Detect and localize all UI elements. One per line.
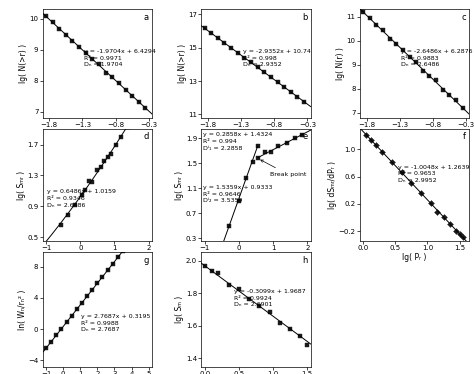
Text: y = -2.9352x + 10.74
R² = 0.998
Dₙ = 2.9352: y = -2.9352x + 10.74 R² = 0.998 Dₙ = 2.9… [243, 49, 311, 67]
Text: d: d [144, 132, 149, 141]
Y-axis label: lg( N(>r) ): lg( N(>r) ) [178, 44, 187, 83]
Y-axis label: lg( Sₘᵣ ): lg( Sₘᵣ ) [175, 171, 184, 200]
X-axis label: lg( r ): lg( r ) [404, 129, 425, 138]
Y-axis label: lg( Sₘᵣ ): lg( Sₘᵣ ) [17, 171, 26, 200]
X-axis label: lg( Pᵣ ): lg( Pᵣ ) [402, 253, 427, 262]
X-axis label: lg( Pᵣ ): lg( Pᵣ ) [85, 253, 109, 262]
Text: y = -2.6486x + 6.2876
R² = 0.9883
Dₙ = 2.6486: y = -2.6486x + 6.2876 R² = 0.9883 Dₙ = 2… [401, 49, 473, 67]
Text: e: e [302, 132, 307, 141]
Text: h: h [302, 256, 307, 265]
Text: y = -1.9704x + 6.4294
R² = 0.9971
Dₙ = 1.9704: y = -1.9704x + 6.4294 R² = 0.9971 Dₙ = 1… [84, 49, 156, 67]
Text: f: f [463, 132, 466, 141]
Text: Break point: Break point [261, 160, 306, 177]
Text: y = 2.7687x + 0.3195
R² = 0.9988
Dₙ = 2.7687: y = 2.7687x + 0.3195 R² = 0.9988 Dₙ = 2.… [81, 314, 150, 332]
Text: c: c [461, 13, 466, 22]
Y-axis label: lg( Sₘ ): lg( Sₘ ) [175, 296, 184, 323]
Text: y = 0.6486x + 1.0159
R² = 0.9346
Dₙ = 2.6486: y = 0.6486x + 1.0159 R² = 0.9346 Dₙ = 2.… [47, 190, 116, 208]
X-axis label: lg( r ): lg( r ) [87, 129, 108, 138]
X-axis label: lg( Pᵣ ): lg( Pᵣ ) [244, 253, 268, 262]
Text: y = -1.0048x + 1.2639
R² = 0.9653
Dₙ = 2.9952: y = -1.0048x + 1.2639 R² = 0.9653 Dₙ = 2… [398, 165, 470, 183]
Text: g: g [144, 256, 149, 265]
Y-axis label: lg( dSₘᵣ/dPᵣ ): lg( dSₘᵣ/dPᵣ ) [328, 161, 337, 209]
Text: y = 1.5359x + 0.9333
R² = 0.9646
Dⁱ₂ = 3.5359: y = 1.5359x + 0.9333 R² = 0.9646 Dⁱ₂ = 3… [203, 185, 273, 203]
Y-axis label: ln( Wₙ/rₙ² ): ln( Wₙ/rₙ² ) [18, 289, 27, 329]
Text: y = -0.3099x + 1.9687
R² = 0.9924
Dₙ = 2.6901: y = -0.3099x + 1.9687 R² = 0.9924 Dₙ = 2… [234, 289, 306, 307]
Y-axis label: lg( N(r) ): lg( N(r) ) [337, 47, 346, 80]
Text: b: b [302, 13, 307, 22]
Text: y = 0.2858x + 1.4324
R² = 0.994
Dⁱ₁ = 2.2858: y = 0.2858x + 1.4324 R² = 0.994 Dⁱ₁ = 2.… [203, 132, 273, 151]
X-axis label: lg( r ): lg( r ) [246, 129, 266, 138]
Y-axis label: lg( N(>r) ): lg( N(>r) ) [19, 44, 28, 83]
Text: a: a [144, 13, 149, 22]
